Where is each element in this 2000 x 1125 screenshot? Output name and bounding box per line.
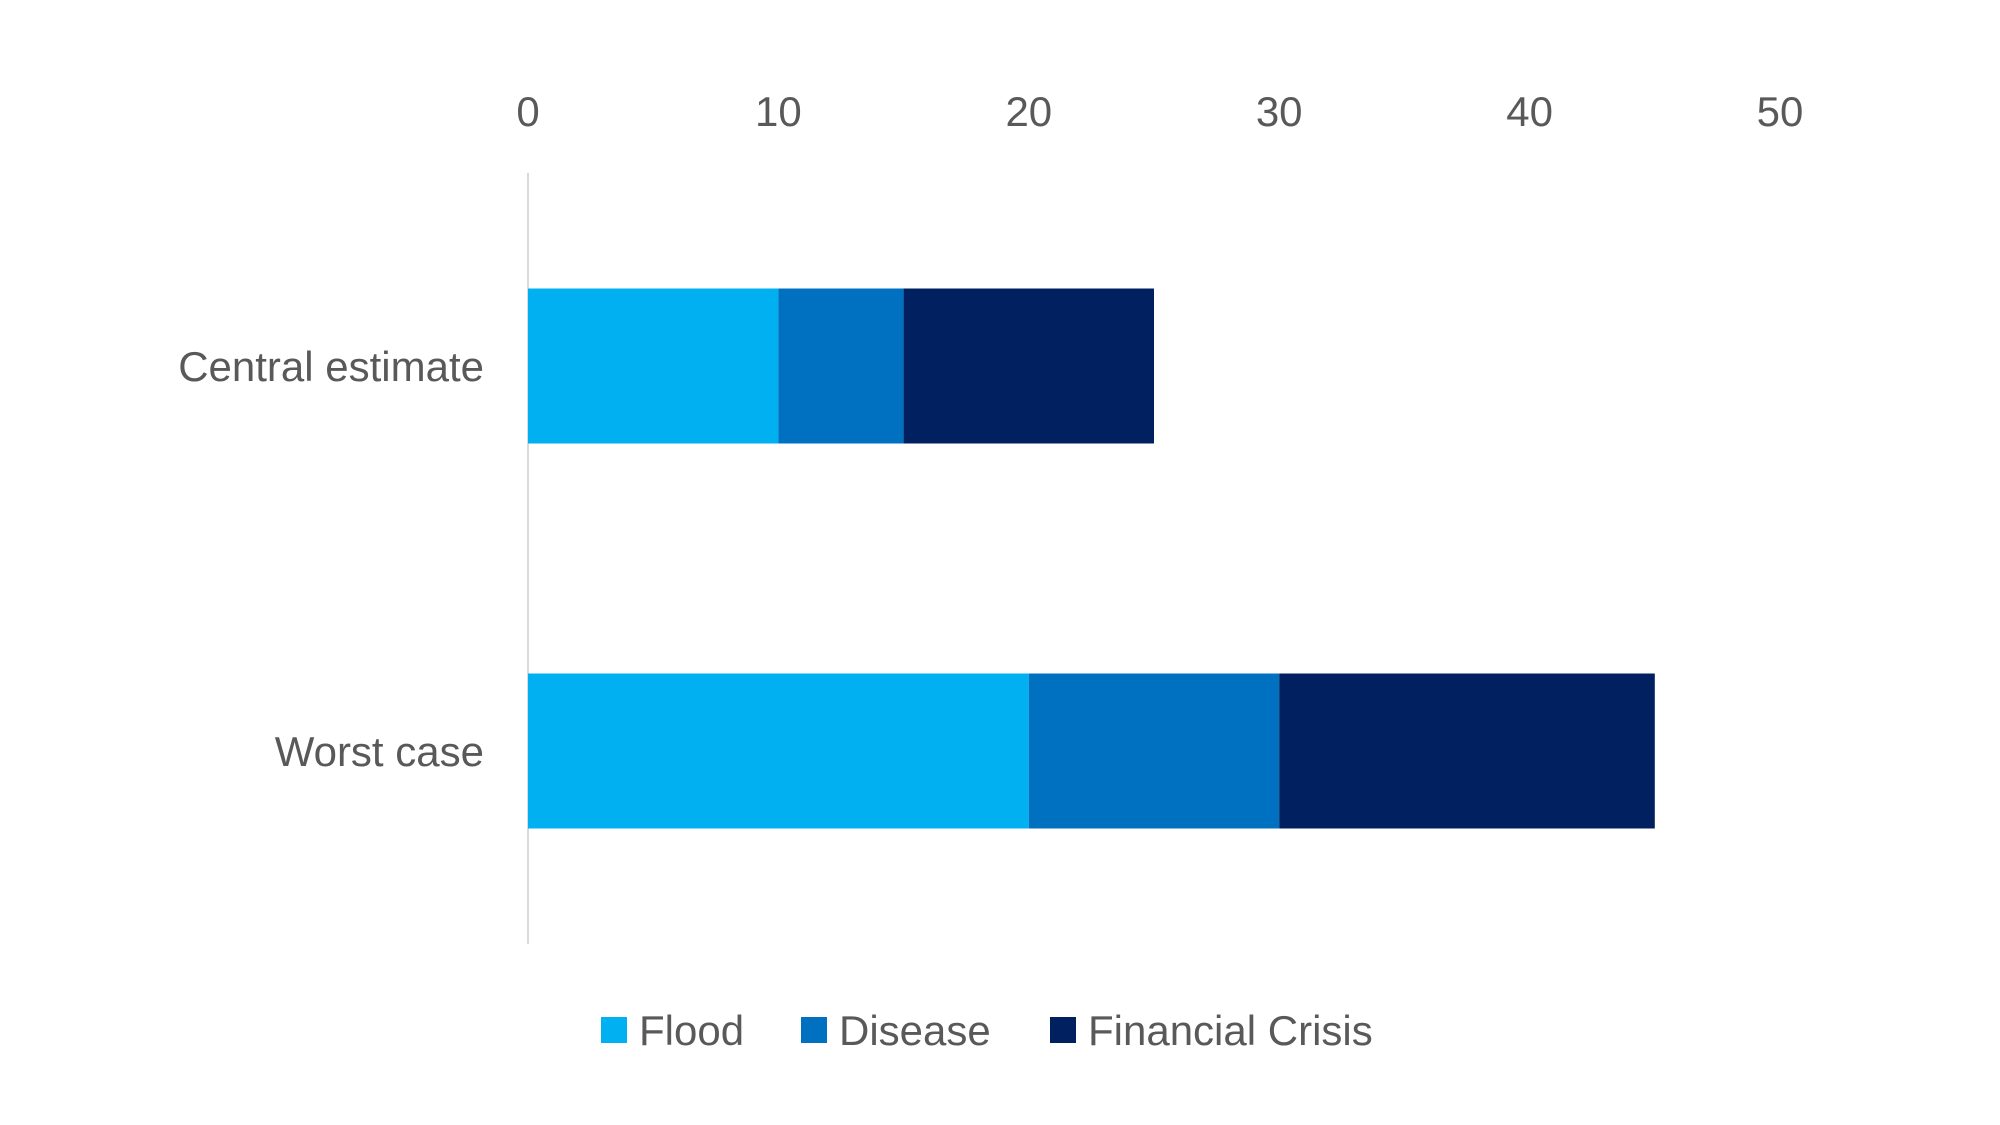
category-labels: Central estimate Worst case [178,343,484,775]
x-tick-label: 0 [516,88,539,135]
legend-swatch [601,1017,627,1043]
legend-label: Financial Crisis [1088,1007,1373,1054]
x-tick-label: 40 [1506,88,1553,135]
bar-financial-crisis-central-estimate [903,288,1154,444]
category-label: Central estimate [178,343,484,390]
x-axis-ticks: 0 10 20 30 40 50 [516,88,1803,135]
legend-item-disease: Disease [801,1007,991,1054]
bars [528,288,1655,829]
bar-disease-central-estimate [778,288,904,444]
bar-flood-central-estimate [528,288,779,444]
x-tick-label: 30 [1256,88,1303,135]
x-tick-label: 20 [1005,88,1052,135]
bar-disease-worst-case [1028,673,1280,829]
category-label: Worst case [275,728,484,775]
legend: Flood Disease Financial Crisis [601,1007,1373,1054]
legend-item-flood: Flood [601,1007,744,1054]
legend-swatch [1050,1017,1076,1043]
x-tick-label: 10 [755,88,802,135]
bar-flood-worst-case [528,673,1029,829]
legend-item-financial-crisis: Financial Crisis [1050,1007,1373,1054]
legend-label: Disease [839,1007,991,1054]
x-tick-label: 50 [1757,88,1804,135]
bar-financial-crisis-worst-case [1279,673,1655,829]
legend-swatch [801,1017,827,1043]
legend-label: Flood [639,1007,744,1054]
